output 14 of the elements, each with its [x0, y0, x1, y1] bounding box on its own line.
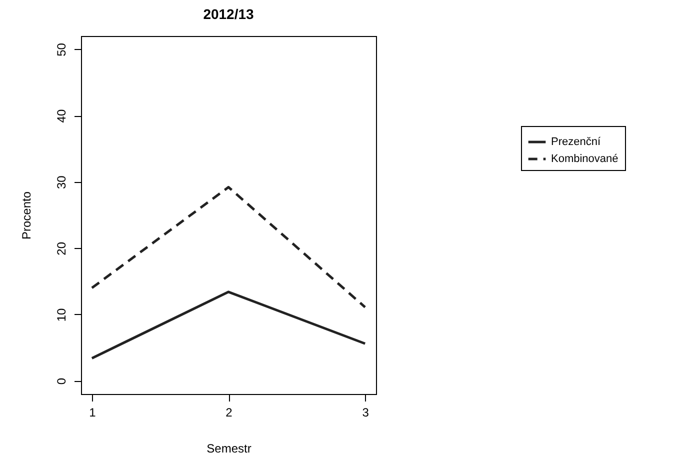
- x-tick-label: 1: [89, 406, 96, 420]
- x-tick-label: 3: [362, 406, 370, 420]
- x-axis-title: Semestr: [206, 442, 252, 456]
- legend-label: Kombinované: [551, 153, 618, 165]
- x-tick-label: 2: [226, 406, 233, 420]
- y-tick-label: 0: [54, 378, 68, 385]
- y-tick-label: 30: [54, 175, 68, 190]
- y-tick-label: 40: [54, 109, 68, 123]
- y-tick-label: 10: [54, 308, 68, 322]
- legend-label: Prezenční: [551, 136, 602, 148]
- y-axis-title: Procento: [20, 191, 34, 240]
- y-tick-label: 50: [54, 42, 68, 56]
- chart-title: 2012/13: [203, 6, 254, 22]
- y-tick-label: 20: [54, 242, 68, 256]
